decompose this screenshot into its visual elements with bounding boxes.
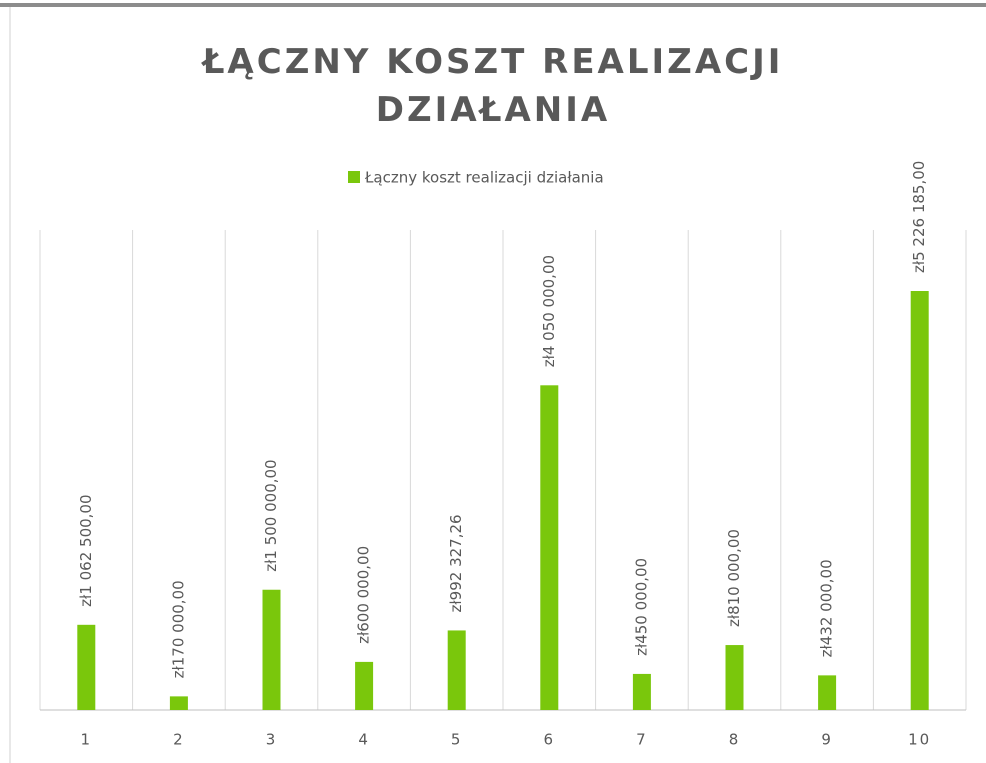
bar bbox=[540, 385, 559, 710]
bar bbox=[77, 624, 96, 710]
bar bbox=[818, 675, 837, 710]
x-tick-label: 7 bbox=[636, 731, 648, 749]
bar bbox=[725, 645, 744, 710]
data-label: zł432 000,00 bbox=[818, 559, 836, 657]
legend-label: Łączny koszt realizacji działania bbox=[364, 169, 604, 187]
data-label: zł1 062 500,00 bbox=[77, 494, 95, 606]
top-border bbox=[0, 3, 986, 7]
data-label: zł170 000,00 bbox=[169, 580, 187, 678]
bar bbox=[262, 589, 281, 710]
bar bbox=[169, 696, 188, 710]
x-tick-label: 8 bbox=[729, 731, 741, 749]
bar bbox=[447, 630, 466, 710]
legend-swatch bbox=[348, 171, 360, 183]
data-label: zł4 050 000,00 bbox=[540, 255, 558, 367]
x-tick-label: 3 bbox=[266, 731, 278, 749]
x-tick-label: 6 bbox=[544, 731, 556, 749]
data-label: zł992 327,26 bbox=[447, 514, 465, 612]
x-tick-label: 4 bbox=[358, 731, 370, 749]
bar bbox=[632, 673, 651, 710]
x-tick-label: 2 bbox=[173, 731, 185, 749]
data-label: zł810 000,00 bbox=[725, 529, 743, 627]
x-tick-label: 10 bbox=[908, 731, 931, 749]
data-label: zł5 226 185,00 bbox=[910, 161, 928, 273]
x-tick-label: 1 bbox=[81, 731, 93, 749]
x-tick-label: 5 bbox=[451, 731, 463, 749]
data-label: zł1 500 000,00 bbox=[262, 459, 280, 571]
data-label: zł600 000,00 bbox=[355, 546, 373, 644]
data-label: zł450 000,00 bbox=[632, 558, 650, 656]
chart-title: ŁĄCZNY KOSZT REALIZACJI DZIAŁANIA bbox=[202, 42, 784, 130]
bar bbox=[355, 661, 374, 710]
bar bbox=[910, 291, 929, 710]
x-tick-label: 9 bbox=[821, 731, 833, 749]
